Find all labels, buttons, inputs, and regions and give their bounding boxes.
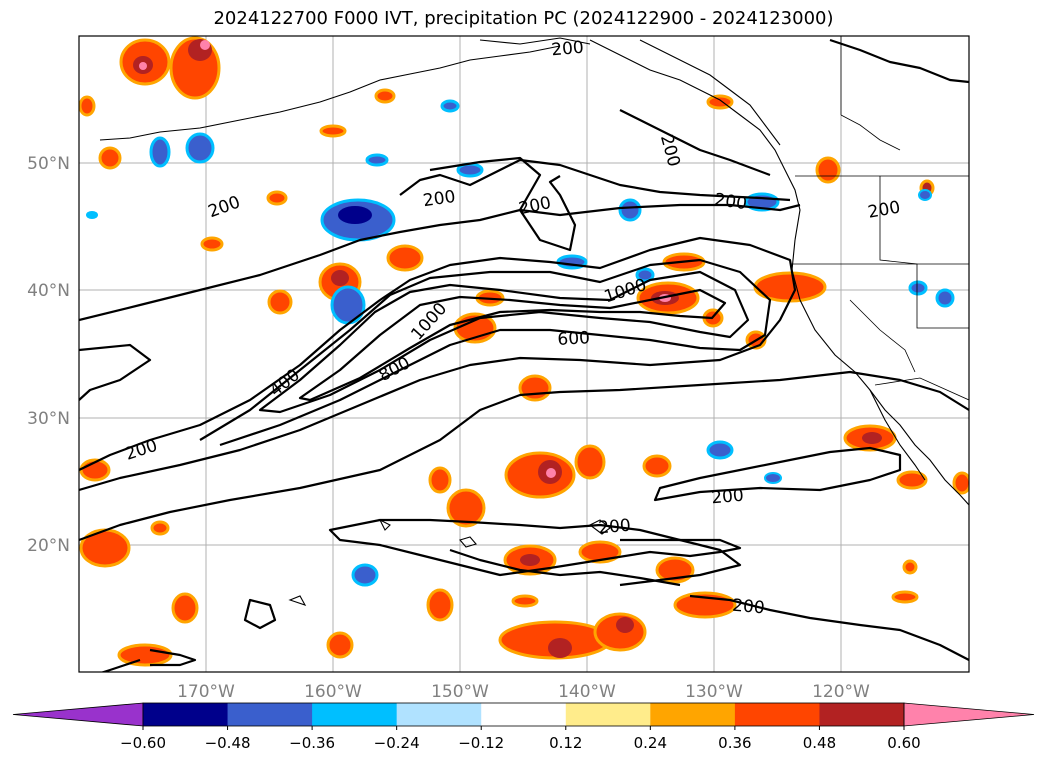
lon-label: 170°W — [177, 682, 235, 702]
colorbar-tick-label: −0.48 — [205, 734, 251, 752]
contour-label: 200 — [422, 187, 457, 211]
precipitation-pc-shading — [79, 36, 969, 667]
political-borders — [790, 36, 969, 401]
lon-label: 150°W — [431, 682, 489, 702]
colorbar-tick-label: 0.36 — [718, 734, 751, 752]
lat-label: 50°N — [27, 154, 70, 174]
colorbar-tick-label: −0.12 — [458, 734, 504, 752]
colorbar-cell — [143, 703, 229, 726]
contour-label: 200 — [598, 516, 632, 539]
lon-label: 160°W — [304, 682, 362, 702]
map-frame — [78, 35, 970, 673]
colorbar-cell — [312, 703, 398, 726]
colorbar-tick-label: −0.24 — [374, 734, 420, 752]
colorbar-extend-low — [12, 702, 144, 727]
colorbar-frame — [142, 702, 905, 727]
colorbar-tick-label: 0.12 — [549, 734, 582, 752]
lon-label: 130°W — [685, 682, 743, 702]
lon-label: 140°W — [558, 682, 616, 702]
colorbar-cell — [734, 703, 820, 726]
lat-label: 30°N — [27, 409, 70, 429]
contour-label: 200 — [731, 596, 765, 619]
colorbar-cell — [481, 703, 567, 726]
colorbar-tick-label: −0.36 — [289, 734, 335, 752]
colorbar-cell — [396, 703, 482, 726]
map-title: 2024122700 F000 IVT, precipitation PC (2… — [213, 8, 834, 29]
colorbar: −0.60 −0.48 −0.36 −0.24 −0.12 0.12 0.24 0.36 0.4… — [12, 702, 1035, 752]
contour-label: 200 — [711, 486, 745, 509]
colorbar-cell — [565, 703, 651, 726]
longitude-labels: 170°W 160°W 150°W 140°W 130°W 120°W — [177, 682, 870, 702]
map-area — [79, 36, 969, 672]
colorbar-cell — [819, 703, 905, 726]
colorbar-tick-label: 0.60 — [887, 734, 920, 752]
colorbar-cell — [650, 703, 736, 726]
contour-label: 200 — [551, 38, 585, 61]
ivt-contours — [79, 38, 969, 672]
latitude-labels: 50°N 40°N 30°N 20°N — [27, 154, 70, 556]
lat-label: 20°N — [27, 536, 70, 556]
coastlines — [99, 37, 969, 606]
lat-label: 40°N — [27, 281, 70, 301]
colorbar-tick-label: 0.48 — [803, 734, 836, 752]
contour-label: 600 — [557, 328, 590, 350]
colorbar-cell — [227, 703, 313, 726]
colorbar-tick-label: 0.24 — [634, 734, 667, 752]
lon-label: 120°W — [812, 682, 870, 702]
colorbar-tick-label: −0.60 — [120, 734, 166, 752]
colorbar-extend-high — [903, 702, 1035, 727]
contour-label: 200 — [713, 190, 748, 214]
